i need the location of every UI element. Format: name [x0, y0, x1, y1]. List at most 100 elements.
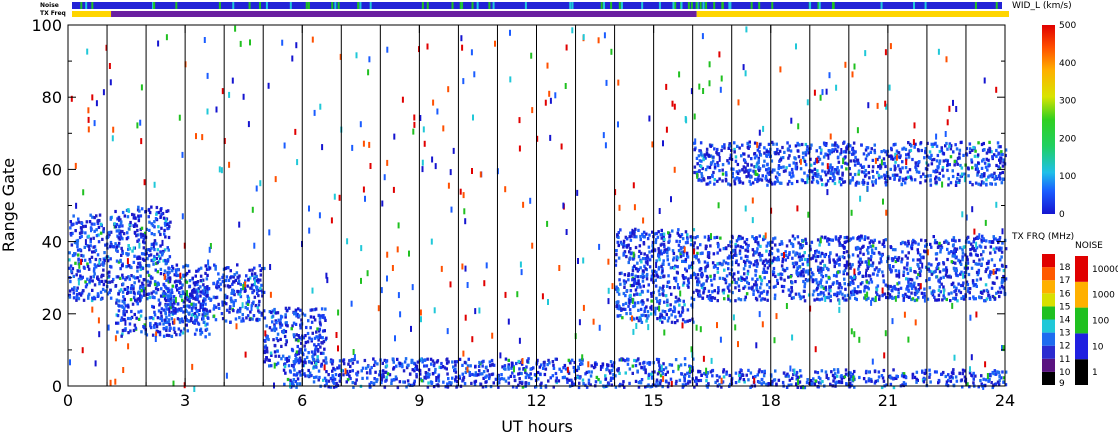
echo-point: [196, 282, 199, 286]
echo-point: [881, 376, 885, 380]
echo-point: [280, 357, 283, 361]
echo-point: [309, 315, 313, 319]
echo-point: [300, 341, 303, 345]
echo-point: [1001, 164, 1005, 168]
echo-point: [702, 158, 705, 162]
echo-point: [679, 363, 683, 367]
echo-point: [153, 280, 157, 284]
echo-point: [678, 303, 681, 307]
echo-point: [657, 360, 660, 364]
echo-point: [789, 149, 793, 153]
echo-point: [688, 364, 691, 368]
echo-point: [784, 169, 787, 173]
echo-point: [126, 253, 129, 257]
echo-point: [152, 305, 155, 309]
echo-point: [823, 254, 826, 258]
echo-point: [257, 303, 261, 307]
echo-point: [642, 313, 645, 317]
echo-point: [262, 309, 266, 313]
echo-point: [229, 298, 233, 302]
echo-point: [727, 182, 730, 186]
echo-point: [949, 155, 953, 159]
echo-point: [629, 289, 633, 293]
echo-point: [756, 179, 759, 184]
echo-point: [644, 368, 647, 372]
echo-point: [284, 371, 287, 375]
echo-point: [701, 166, 704, 171]
echo-point: [164, 235, 167, 239]
echo-point: [953, 249, 956, 253]
echo-point: [955, 269, 958, 273]
echo-point: [171, 284, 174, 288]
echo-point: [801, 244, 805, 248]
echo-point: [640, 320, 644, 324]
echo-point: [737, 178, 741, 182]
echo-point: [206, 294, 209, 298]
echo-point: [868, 241, 872, 245]
echo-point: [136, 256, 139, 261]
echo-point: [708, 154, 711, 158]
echo-point: [947, 183, 950, 187]
echo-point: [683, 379, 686, 383]
echo-point: [136, 302, 139, 306]
echo-point: [142, 289, 146, 293]
echo-point: [938, 149, 942, 154]
echo-point: [616, 290, 619, 294]
echo-point: [904, 254, 908, 258]
echo-point: [283, 364, 287, 369]
echo-point: [846, 293, 850, 297]
echo-point: [647, 376, 650, 380]
echo-point: [135, 300, 138, 304]
echo-point: [500, 377, 503, 381]
echo-point: [781, 257, 785, 261]
echo-point: [953, 163, 956, 167]
echo-point: [642, 242, 646, 246]
echo-point: [773, 168, 776, 172]
echo-point: [722, 247, 726, 251]
echo-point: [962, 295, 965, 299]
echo-point: [897, 164, 900, 168]
echo-point: [245, 316, 248, 320]
echo-point: [206, 322, 209, 326]
echo-point: [655, 231, 658, 236]
echo-point: [378, 373, 381, 377]
echo-point: [891, 285, 895, 290]
echo-point: [975, 164, 979, 168]
echo-point: [637, 308, 640, 312]
echo-point: [716, 270, 720, 274]
echo-point: [734, 286, 737, 290]
echo-point: [953, 290, 956, 294]
echo-point: [627, 243, 630, 247]
echo-point: [717, 245, 720, 249]
echo-point: [274, 327, 278, 331]
echo-point: [113, 222, 116, 226]
echo-point: [654, 238, 658, 242]
echo-point: [159, 272, 163, 276]
echo-point: [778, 242, 782, 246]
echo-point: [753, 152, 757, 156]
echo-point: [68, 293, 71, 297]
echo-point: [731, 171, 734, 175]
echo-point: [834, 147, 837, 151]
echo-point: [812, 173, 815, 177]
noise-speck: [476, 2, 479, 9]
echo-point: [818, 146, 822, 150]
echo-point: [622, 307, 625, 311]
echo-point: [795, 269, 798, 273]
echo-point: [815, 281, 819, 285]
echo-point: [681, 306, 684, 310]
echo-point: [645, 319, 648, 323]
echo-point: [884, 150, 887, 154]
echo-point: [911, 243, 914, 247]
echo-point: [822, 141, 826, 145]
echo-point: [168, 313, 171, 317]
echo-point: [257, 294, 260, 298]
echo-point: [138, 261, 142, 265]
echo-point: [872, 240, 875, 244]
echo-point: [979, 277, 982, 281]
echo-point: [282, 368, 286, 372]
echo-point: [661, 269, 664, 273]
echo-point: [77, 217, 80, 221]
echo-point: [246, 294, 249, 298]
echo-point: [149, 280, 152, 284]
